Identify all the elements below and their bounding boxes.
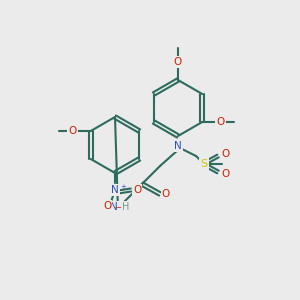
Text: O: O: [216, 117, 224, 127]
Text: O: O: [221, 169, 229, 179]
Text: O: O: [174, 57, 182, 67]
Text: N: N: [110, 202, 118, 212]
Text: O: O: [103, 201, 111, 211]
Text: N: N: [174, 141, 182, 151]
Text: N: N: [111, 185, 119, 195]
Text: O: O: [133, 185, 141, 195]
Text: S: S: [200, 159, 208, 169]
Text: O: O: [221, 149, 229, 159]
Text: −: −: [114, 203, 121, 212]
Text: +: +: [120, 184, 126, 190]
Text: O: O: [162, 189, 170, 199]
Text: H: H: [122, 202, 129, 212]
Text: O: O: [69, 126, 77, 136]
